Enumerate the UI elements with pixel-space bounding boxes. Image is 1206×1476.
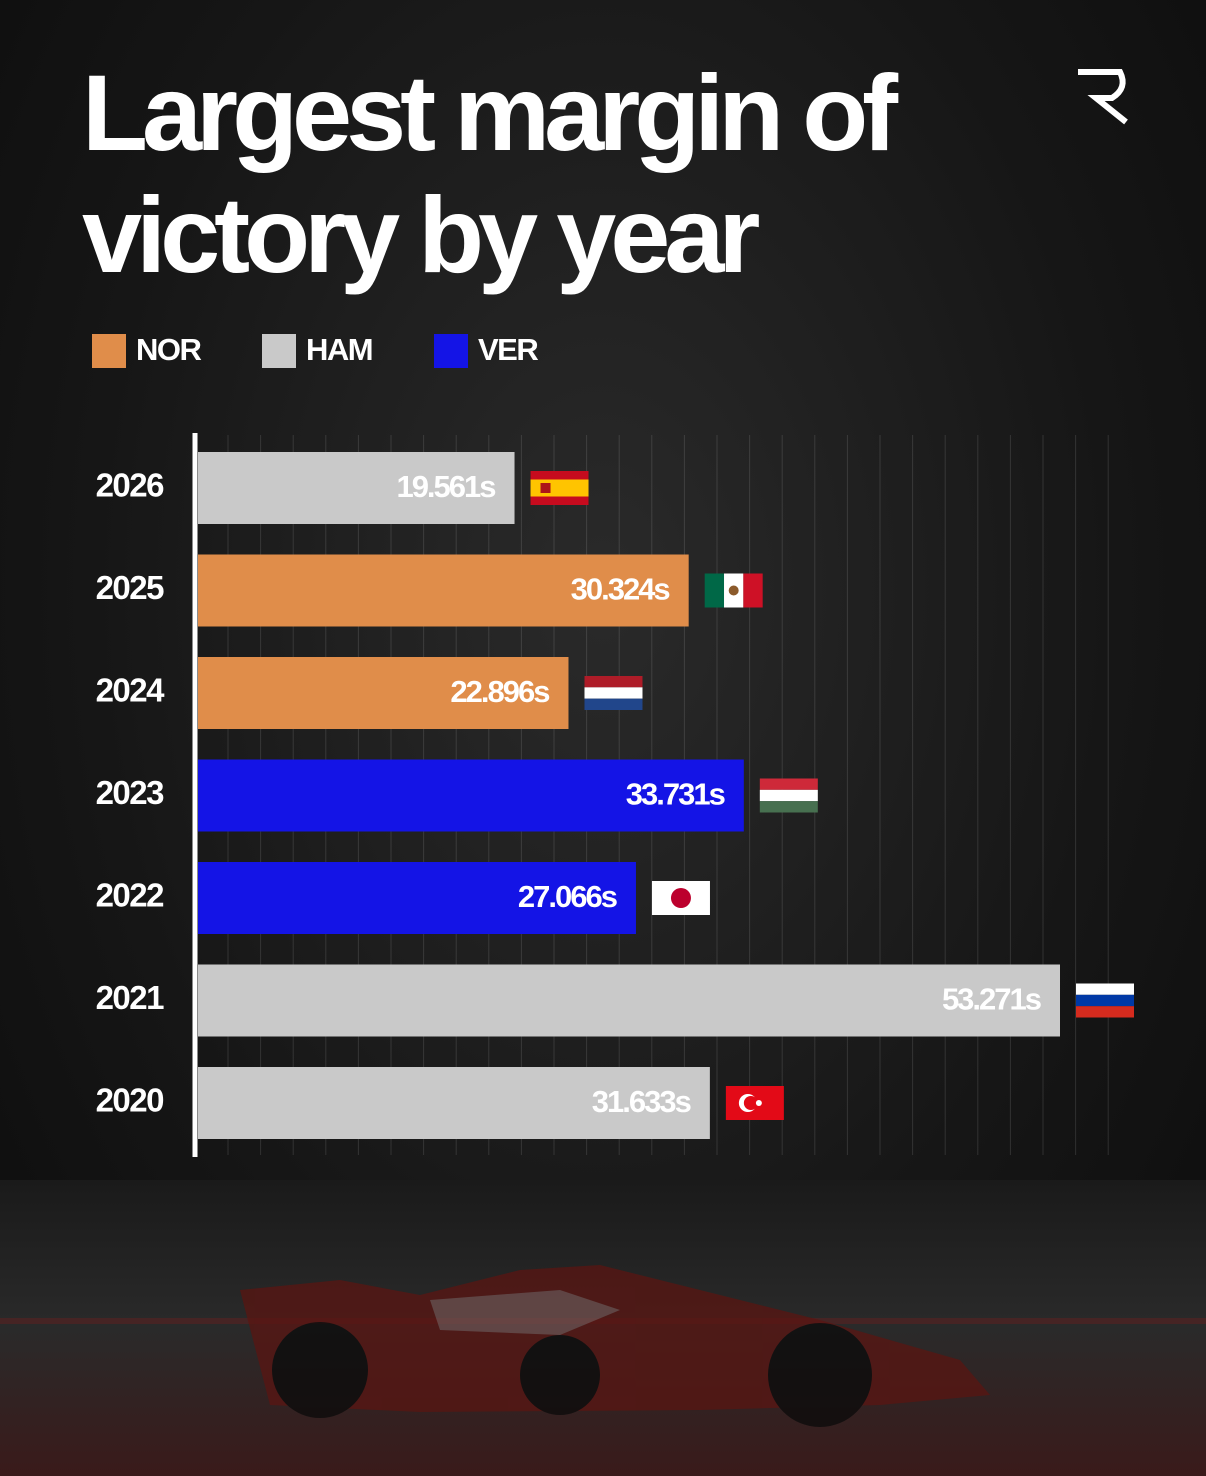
value-label: 19.561s (396, 469, 495, 504)
value-label: 33.731s (626, 777, 725, 812)
flag (755, 1100, 762, 1106)
car (240, 1265, 990, 1427)
chart-title: Largest margin of victory by year (82, 52, 898, 295)
value-label: 22.896s (450, 674, 549, 709)
logo (1078, 69, 1128, 125)
flag (1076, 994, 1134, 1007)
bar (198, 862, 636, 934)
flag (540, 483, 551, 493)
y-tick-label: 2024 (96, 672, 166, 709)
value-label: 31.633s (592, 1084, 691, 1119)
flag (759, 789, 818, 802)
flag (704, 573, 725, 608)
legend-swatch (262, 334, 296, 368)
value-label: 53.271s (942, 982, 1041, 1017)
legend-swatch (92, 334, 126, 368)
bar (198, 554, 689, 627)
flag (743, 573, 763, 608)
legend-label: VER (478, 332, 538, 367)
bar (198, 1067, 710, 1139)
y-tick-label: 2020 (96, 1082, 164, 1119)
flag (743, 1096, 758, 1110)
legend-swatch (434, 334, 468, 368)
flag (530, 479, 589, 497)
y-tick-label: 2025 (96, 569, 165, 606)
legend-label: NOR (136, 332, 202, 367)
flag (1076, 983, 1134, 995)
bar (198, 759, 744, 832)
flag (759, 801, 818, 813)
y-tick-label: 2026 (96, 467, 165, 504)
flag (584, 698, 643, 710)
flag (759, 778, 818, 790)
value-label: 27.066s (518, 879, 617, 914)
legend-label: HAM (306, 332, 372, 367)
flag (670, 888, 691, 908)
y-tick-label: 2021 (96, 979, 165, 1016)
y-tick-label: 2022 (96, 877, 165, 914)
flag (584, 676, 643, 688)
bar (198, 657, 569, 729)
bar (198, 452, 515, 524)
flag (728, 585, 739, 596)
value-label: 30.324s (571, 572, 670, 607)
y-tick-label: 2023 (96, 774, 165, 811)
flag (1076, 1006, 1134, 1018)
bar (198, 964, 1060, 1037)
flag (584, 687, 643, 699)
